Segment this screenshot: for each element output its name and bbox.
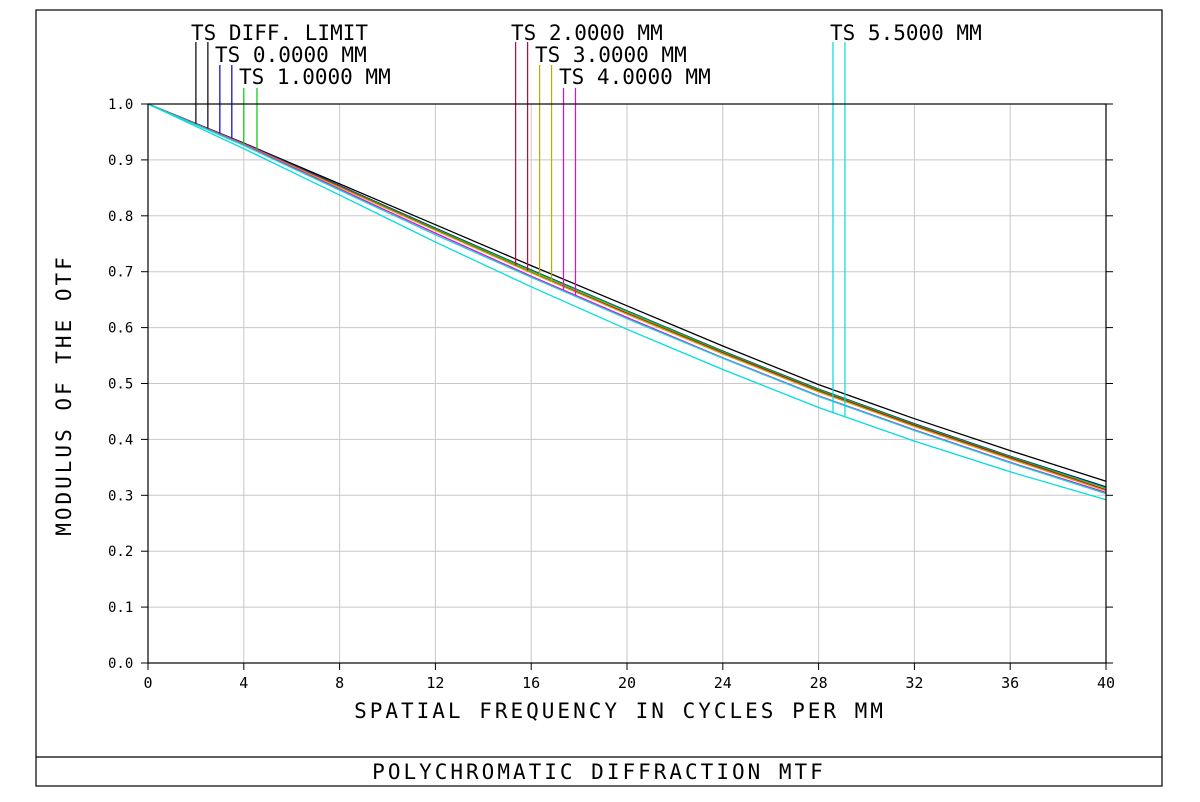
x-tick-label: 8: [335, 674, 344, 692]
x-tick-label: 28: [810, 674, 828, 692]
y-tick-labels: 0.0 0.1 0.2 0.3 0.4 0.5 0.6 0.7 0.8 0.9 1.0: [108, 97, 133, 672]
y-tick-label: 0.3: [108, 488, 133, 504]
grid-lines: [148, 104, 1106, 663]
mtf-curve-7: [147, 103, 1107, 501]
x-tick-label: 12: [426, 674, 444, 692]
x-tick-label: 4: [239, 674, 248, 692]
x-tick-labels: 0 4 8 12 16 20 24 28 32 36 40: [143, 674, 1115, 692]
x-tick-label: 20: [618, 674, 636, 692]
x-tick-label: 0: [143, 674, 152, 692]
y-tick-label: 0.0: [108, 656, 133, 672]
legend-label-2: TS 1.0000 MM: [239, 65, 391, 89]
y-tick-label: 0.7: [108, 265, 133, 281]
x-tick-label: 40: [1097, 674, 1115, 692]
y-tick-label: 0.4: [108, 432, 133, 448]
mtf-curve-4: [147, 103, 1107, 492]
axis-ticks: [141, 103, 1113, 670]
legend-label-5: TS 4.0000 MM: [559, 65, 711, 89]
y-axis-label: MODULUS OF THE OTF: [52, 254, 76, 536]
x-tick-label: 36: [1001, 674, 1019, 692]
y-tick-label: 0.6: [108, 321, 133, 337]
x-tick-label: 16: [522, 674, 540, 692]
legend-label-6: TS 5.5000 MM: [830, 21, 982, 45]
y-tick-label: 0.9: [108, 153, 133, 169]
y-tick-label: 0.1: [108, 600, 133, 616]
legend-label-3: TS 2.0000 MM: [511, 21, 663, 45]
legend-label-0: TS DIFF. LIMIT: [191, 21, 368, 45]
chart-title: POLYCHROMATIC DIFFRACTION MTF: [372, 760, 826, 784]
legend-label-1: TS 0.0000 MM: [215, 43, 367, 67]
y-tick-label: 0.8: [108, 209, 133, 225]
x-tick-label: 32: [905, 674, 923, 692]
outer-border: [35, 9, 1163, 787]
y-tick-label: 0.2: [108, 544, 133, 560]
x-axis-label: SPATIAL FREQUENCY IN CYCLES PER MM: [354, 699, 886, 723]
mtf-curve-6: [147, 103, 1107, 495]
y-tick-label: 0.5: [108, 377, 133, 393]
mtf-curve-0: [147, 103, 1107, 482]
y-tick-label: 1.0: [108, 97, 133, 113]
plot-area-border: [147, 103, 1107, 664]
mtf-curves: [147, 103, 1107, 501]
legend-label-4: TS 3.0000 MM: [535, 43, 687, 67]
x-tick-label: 24: [714, 674, 732, 692]
